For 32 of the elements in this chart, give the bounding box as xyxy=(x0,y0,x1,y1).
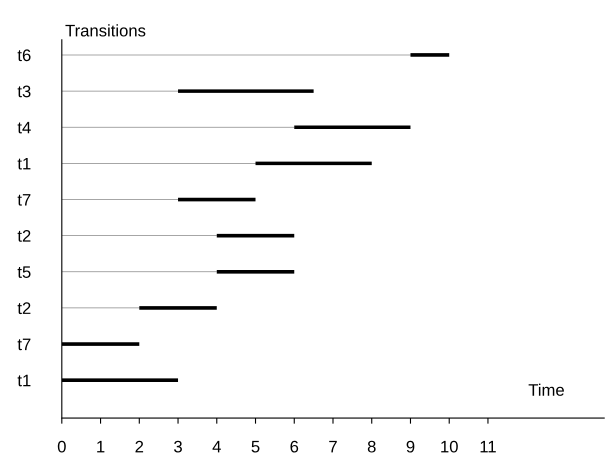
y-tick-label: t3 xyxy=(18,86,31,98)
y-axis-title: Transitions xyxy=(65,24,146,37)
bar xyxy=(178,198,256,202)
y-tick-label: t6 xyxy=(18,49,31,62)
bar xyxy=(294,125,410,130)
bar xyxy=(216,270,294,274)
x-tick-label: 4 xyxy=(212,440,221,452)
bar xyxy=(139,306,217,310)
x-tick-label: 10 xyxy=(441,440,458,453)
x-tick-label: 3 xyxy=(174,440,182,453)
y-tick-label: t1 xyxy=(18,158,30,170)
y-tick-label: t7 xyxy=(18,338,30,350)
y-tick-label: t7 xyxy=(18,194,30,206)
x-tick-label: 11 xyxy=(480,440,496,452)
x-tick-label: 9 xyxy=(406,440,414,453)
x-tick-label: 7 xyxy=(329,440,337,452)
bar xyxy=(216,234,294,238)
bar xyxy=(178,89,314,93)
y-tick-label: t5 xyxy=(18,266,31,278)
y-tick-label: t4 xyxy=(18,122,31,134)
x-axis-title: Time xyxy=(528,384,564,396)
bar xyxy=(256,162,372,166)
x-tick-label: 0 xyxy=(58,440,66,453)
x-tick-label: 1 xyxy=(97,440,104,452)
x-tick-label: 2 xyxy=(136,440,144,452)
y-tick-label: t2 xyxy=(18,230,30,242)
y-tick-label: t1 xyxy=(18,374,30,386)
x-tick-label: 5 xyxy=(252,440,260,453)
y-tick-label: t2 xyxy=(18,302,30,314)
bar xyxy=(410,53,450,57)
x-tick-label: 6 xyxy=(290,440,298,453)
x-tick-label: 8 xyxy=(368,440,376,453)
